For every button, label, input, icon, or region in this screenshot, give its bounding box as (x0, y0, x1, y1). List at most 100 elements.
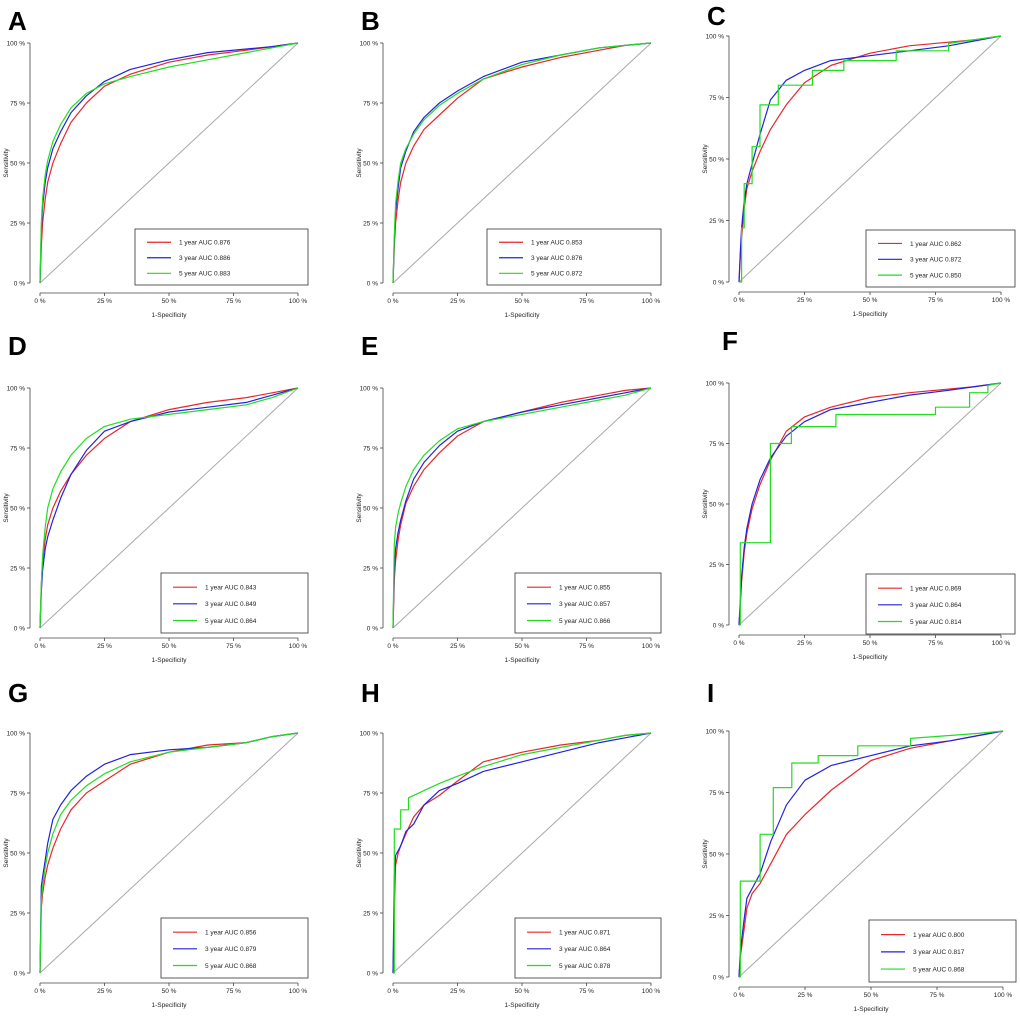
x-tick-label: 75 % (579, 988, 594, 995)
roc-curve-1-year (39, 732, 299, 974)
roc-panel-a: A 0 % 25 % 50 % 75 % 100 % 0 % 25 % 50 % 75 % 100 … (3, 6, 309, 319)
roc-curve-3-year (738, 730, 1004, 978)
x-tick-label: 0 % (34, 643, 45, 650)
y-axis-label: Sensitivity (356, 148, 363, 178)
y-tick-label: 75 % (709, 95, 724, 102)
y-axis-label: Sensitivity (3, 148, 10, 178)
x-axis-label: 1-Specificity (504, 1002, 540, 1009)
x-tick-label: 100 % (642, 298, 661, 305)
roc-curve-1-year (738, 35, 1002, 283)
roc-panel-e: E 0 % 25 % 50 % 75 % 100 % 0 % 25 % 50 % 75 % 100 … (356, 331, 662, 664)
x-tick-label: 100 % (289, 643, 308, 650)
legend-label: 5 year AUC 0.883 (179, 271, 231, 278)
roc-curve-5-year (39, 42, 299, 284)
x-tick-label: 75 % (579, 298, 594, 305)
y-tick-label: 25 % (709, 913, 724, 920)
roc-panel-d: D 0 % 25 % 50 % 75 % 100 % 0 % 25 % 50 % 75 % 100 … (3, 331, 309, 664)
legend-label: 5 year AUC 0.850 (910, 272, 962, 279)
y-tick-label: 75 % (363, 100, 378, 107)
roc-panel-f: F 0 % 25 % 50 % 75 % 100 % 0 % 25 % 50 % 75 % 100 … (702, 326, 1016, 661)
panel-letter: F (722, 326, 738, 356)
panel-letter: H (361, 678, 380, 708)
x-axis-label: 1-Specificity (151, 657, 187, 664)
legend-box (486, 228, 662, 286)
legend-label: 3 year AUC 0.857 (559, 601, 611, 608)
panel-letter: B (361, 6, 380, 36)
legend-label: 3 year AUC 0.817 (913, 949, 965, 956)
y-tick-label: 75 % (10, 790, 25, 797)
roc-curve-3-year (39, 42, 299, 284)
legend-box (514, 572, 662, 634)
diagonal-reference-line (738, 382, 1002, 626)
diagonal-reference-line (392, 42, 652, 284)
roc-curve-1-year (392, 732, 652, 974)
roc-curve-5-year (739, 35, 1002, 283)
x-tick-label: 0 % (34, 298, 45, 305)
roc-curve-3-year (39, 387, 299, 629)
x-axis-label: 1-Specificity (852, 654, 888, 661)
x-tick-label: 75 % (226, 643, 241, 650)
roc-curve-3-year (392, 732, 652, 974)
x-tick-label: 100 % (992, 640, 1011, 647)
x-tick-label: 0 % (387, 643, 398, 650)
y-tick-label: 0 % (367, 625, 378, 632)
roc-curve-5-year (392, 387, 652, 629)
roc-curve-5-year (392, 42, 652, 284)
y-tick-label: 0 % (713, 279, 724, 286)
roc-panel-g: G 0 % 25 % 50 % 75 % 100 % 0 % 25 % 50 % 75 % 100 … (3, 678, 309, 1009)
legend-label: 3 year AUC 0.864 (559, 946, 611, 953)
y-tick-label: 50 % (709, 156, 724, 163)
legend-box (134, 228, 309, 286)
x-tick-label: 50 % (863, 297, 878, 304)
x-tick-label: 100 % (642, 643, 661, 650)
y-axis-label: Sensitivity (702, 144, 709, 174)
y-tick-label: 100 % (360, 40, 379, 47)
legend-label: 3 year AUC 0.876 (531, 255, 583, 262)
roc-curve-5-year (39, 732, 299, 974)
y-tick-label: 100 % (706, 728, 725, 735)
roc-curve-1-year (39, 387, 299, 629)
x-tick-label: 0 % (34, 988, 45, 995)
x-tick-label: 50 % (515, 643, 530, 650)
diagonal-reference-line (39, 387, 299, 629)
legend-label: 3 year AUC 0.872 (910, 257, 962, 264)
x-axis-label: 1-Specificity (504, 312, 540, 319)
x-tick-label: 25 % (450, 298, 465, 305)
x-axis-label: 1-Specificity (853, 1006, 889, 1013)
legend-label: 5 year AUC 0.868 (205, 963, 257, 970)
x-axis-label: 1-Specificity (151, 312, 187, 319)
y-tick-label: 0 % (713, 622, 724, 629)
legend-label: 1 year AUC 0.862 (910, 241, 962, 248)
x-tick-label: 100 % (994, 992, 1013, 999)
legend-label: 1 year AUC 0.800 (913, 932, 965, 939)
roc-curve-3-year (738, 382, 1002, 626)
y-axis-label: Sensitivity (702, 839, 709, 869)
y-tick-label: 100 % (360, 385, 379, 392)
y-tick-label: 50 % (10, 850, 25, 857)
y-axis-label: Sensitivity (702, 489, 709, 519)
y-tick-label: 25 % (363, 910, 378, 917)
diagonal-reference-line (738, 35, 1002, 283)
x-tick-label: 25 % (450, 643, 465, 650)
roc-curve-5-year (39, 387, 299, 629)
roc-panel-i: I 0 % 25 % 50 % 75 % 100 % 0 % 25 % 50 % 75 % 100 … (702, 678, 1017, 1013)
x-tick-label: 75 % (226, 298, 241, 305)
x-tick-label: 50 % (863, 640, 878, 647)
legend-label: 5 year AUC 0.872 (531, 271, 583, 278)
x-tick-label: 100 % (289, 298, 308, 305)
roc-curve-1-year (392, 42, 652, 284)
x-tick-label: 0 % (733, 297, 744, 304)
x-tick-label: 75 % (928, 640, 943, 647)
roc-panel-c: C 0 % 25 % 50 % 75 % 100 % 0 % 25 % 50 % 75 % 100 … (702, 1, 1016, 318)
legend-box (865, 573, 1016, 635)
roc-curve-5-year (739, 382, 1002, 626)
y-axis-label: Sensitivity (356, 838, 363, 868)
roc-curve-3-year (392, 387, 652, 629)
y-tick-label: 50 % (10, 505, 25, 512)
y-tick-label: 100 % (7, 385, 26, 392)
y-tick-label: 100 % (706, 33, 725, 40)
y-tick-label: 25 % (363, 220, 378, 227)
panel-letter: E (361, 331, 378, 361)
legend-label: 1 year AUC 0.853 (531, 240, 583, 247)
y-tick-label: 75 % (363, 445, 378, 452)
